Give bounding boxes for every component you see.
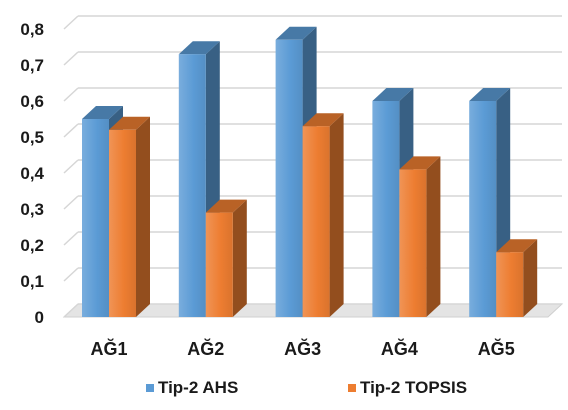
- gridline-side: [63, 267, 79, 282]
- gridline-side: [63, 87, 79, 102]
- y-tick-label: 0,7: [20, 56, 44, 75]
- y-tick-label: 0: [35, 308, 44, 327]
- bar-tip-2-ahs-2: [178, 54, 206, 317]
- bar-top: [399, 156, 441, 170]
- gridline-side: [63, 303, 79, 318]
- y-tick-label: 0,5: [20, 128, 44, 147]
- bar-tip-2-topsis-5: [496, 252, 524, 317]
- bar-tip-2-ahs-5: [469, 101, 497, 317]
- bar-tip-2-topsis-1: [109, 129, 136, 317]
- bar-tip-2-ahs-1: [82, 119, 109, 317]
- gridline-side: [63, 195, 79, 210]
- bar-tip-2-topsis-2: [205, 212, 233, 317]
- bar-tip-2-topsis-4: [399, 169, 427, 317]
- bar-tip-2-ahs-4: [372, 101, 400, 317]
- x-tick-label: AĞ4: [381, 338, 418, 359]
- legend-label: Tip-2 AHS: [158, 378, 238, 397]
- bar-side: [232, 199, 247, 317]
- x-tick-label: AĞ5: [478, 338, 515, 359]
- bar-top: [205, 199, 247, 213]
- bar-top: [372, 88, 414, 101]
- x-tick-label: AĞ3: [284, 338, 321, 359]
- y-tick-label: 0,1: [20, 272, 44, 291]
- legend-swatch: [348, 384, 356, 392]
- legend-label: Tip-2 TOPSIS: [360, 378, 467, 397]
- bar-top: [302, 113, 344, 127]
- gridline-side: [63, 159, 79, 174]
- gridline-side: [63, 51, 79, 66]
- bar-top: [496, 239, 538, 253]
- bar-tip-2-ahs-3: [275, 39, 303, 318]
- gridline-side: [63, 15, 79, 30]
- gridline-side: [63, 231, 79, 246]
- bar-top: [82, 106, 123, 119]
- y-tick-label: 0,8: [20, 20, 44, 39]
- gridline-side: [63, 123, 79, 138]
- bar-side: [329, 113, 344, 317]
- bar-side: [426, 156, 441, 317]
- y-tick-label: 0,6: [20, 92, 44, 111]
- bar-top: [109, 116, 150, 130]
- x-tick-label: AĞ2: [187, 338, 224, 359]
- y-tick-label: 0,3: [20, 200, 44, 219]
- x-tick-label: AĞ1: [90, 338, 127, 359]
- bar-top: [469, 88, 511, 101]
- y-tick-label: 0,4: [20, 164, 44, 183]
- bar-side: [136, 116, 150, 317]
- legend-swatch: [146, 384, 154, 392]
- bar-top: [178, 41, 220, 55]
- bar-tip-2-topsis-3: [302, 126, 330, 317]
- y-tick-label: 0,2: [20, 236, 44, 255]
- bar-top: [275, 26, 317, 40]
- bar-side: [523, 239, 538, 317]
